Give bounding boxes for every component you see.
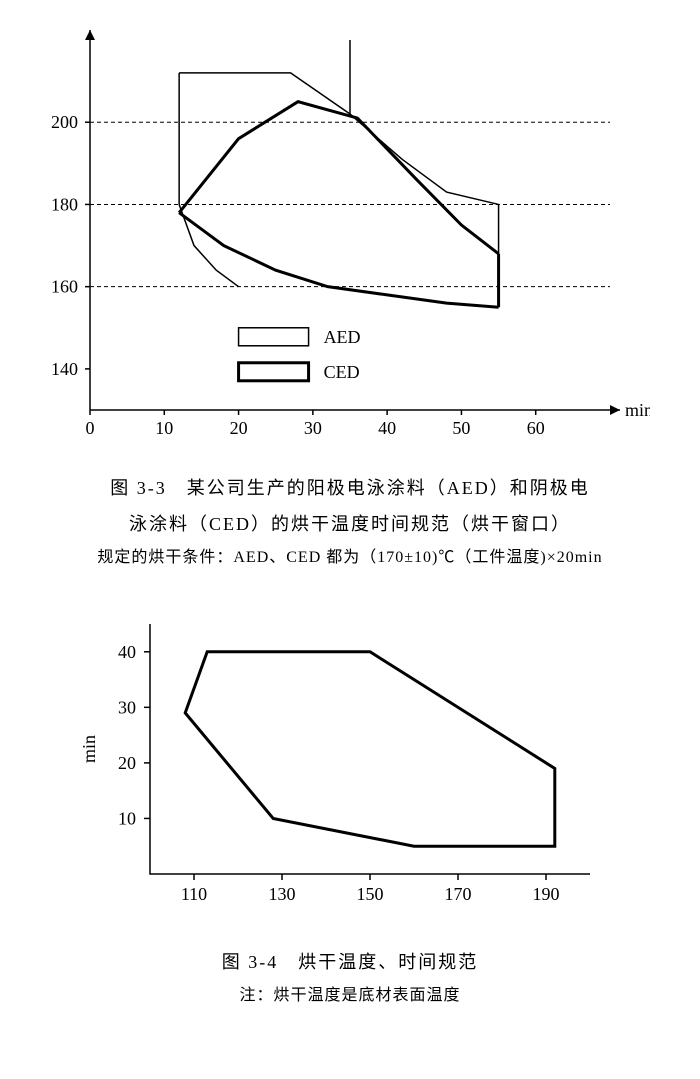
svg-text:20: 20 — [230, 418, 248, 438]
svg-text:130: 130 — [269, 884, 296, 904]
svg-text:0: 0 — [86, 418, 95, 438]
caption-3-3-line3: 规定的烘干条件：AED、CED 都为（170±10)℃（工件温度)×20min — [10, 542, 690, 574]
svg-text:30: 30 — [304, 418, 322, 438]
svg-text:110: 110 — [181, 884, 207, 904]
chart-3-3: 0 10 20 30 40 50 60 140 160 180 200 min AED CED — [10, 20, 690, 450]
svg-text:CED: CED — [324, 362, 360, 382]
caption-3-3-line1: 图 3-3 某公司生产的阳极电泳涂料（AED）和阴极电 — [10, 470, 690, 506]
svg-text:20: 20 — [118, 753, 136, 773]
chart-3-3-svg: 0 10 20 30 40 50 60 140 160 180 200 min AED CED — [10, 20, 650, 450]
svg-text:160: 160 — [51, 277, 78, 297]
svg-text:40: 40 — [378, 418, 396, 438]
svg-text:140: 140 — [51, 359, 78, 379]
caption-3-3: 图 3-3 某公司生产的阳极电泳涂料（AED）和阴极电 泳涂料（CED）的烘干温… — [10, 470, 690, 574]
caption-3-4-line2: 注：烘干温度是底材表面温度 — [10, 980, 690, 1012]
svg-text:30: 30 — [118, 697, 136, 717]
chart-3-4-svg: 110 130 150 170 190 10 20 30 40 min — [10, 604, 650, 924]
svg-text:170: 170 — [445, 884, 472, 904]
svg-text:50: 50 — [452, 418, 470, 438]
svg-text:10: 10 — [155, 418, 173, 438]
svg-text:200: 200 — [51, 112, 78, 132]
caption-3-4: 图 3-4 烘干温度、时间规范 注：烘干温度是底材表面温度 — [10, 944, 690, 1012]
svg-text:150: 150 — [357, 884, 384, 904]
caption-3-4-line1: 图 3-4 烘干温度、时间规范 — [10, 944, 690, 980]
svg-text:min: min — [79, 735, 99, 763]
svg-text:10: 10 — [118, 808, 136, 828]
svg-text:AED: AED — [324, 327, 361, 347]
svg-text:60: 60 — [527, 418, 545, 438]
svg-text:40: 40 — [118, 642, 136, 662]
svg-text:190: 190 — [533, 884, 560, 904]
svg-text:180: 180 — [51, 194, 78, 214]
chart-3-4: 110 130 150 170 190 10 20 30 40 min — [10, 604, 690, 924]
svg-text:min: min — [625, 400, 650, 420]
caption-3-3-line2: 泳涂料（CED）的烘干温度时间规范（烘干窗口） — [10, 506, 690, 542]
